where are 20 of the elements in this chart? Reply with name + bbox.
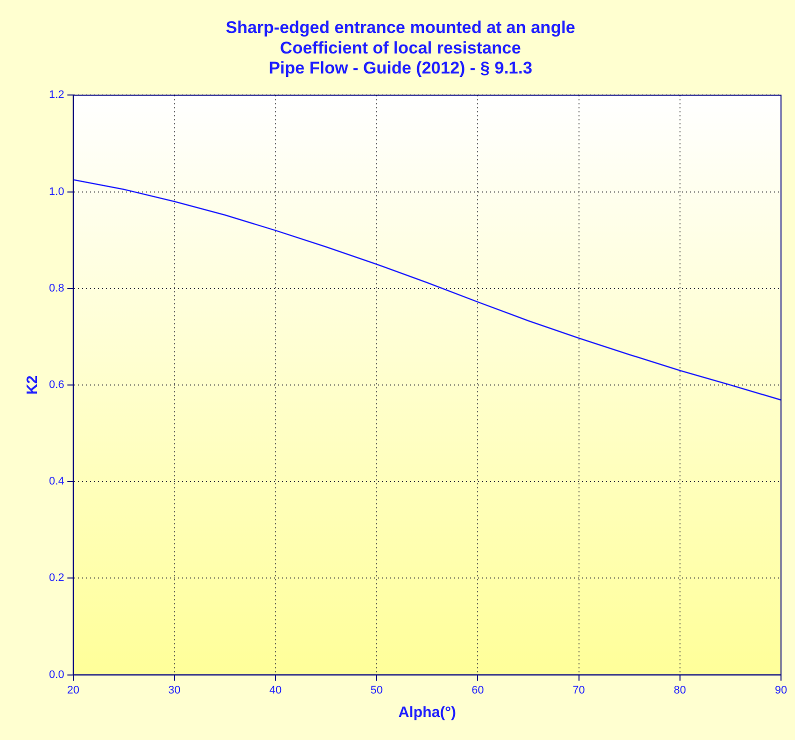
y-tick-label: 1.0 [48,186,64,198]
y-tick-label: 1.2 [48,89,64,102]
y-axis-title: K2 [24,375,42,395]
text: Sharp-edged entrance mounted at an angle [226,18,576,37]
x-tick-label: 90 [774,684,788,696]
y-tick-label: 0.0 [48,668,64,681]
x-tick-label: 40 [269,684,282,696]
x-tick-label: 70 [572,684,585,696]
y-tick-label: 0.2 [48,572,64,584]
x-tick-label: 30 [168,684,181,696]
x-axis-title: Alpha(°) [398,704,456,722]
x-tick-label: 80 [674,684,686,696]
x-tick-label: 20 [67,684,80,696]
y-tick-label: 0.4 [48,476,64,488]
y-tick-label: 0.6 [48,379,64,392]
x-tick-label: 60 [472,684,484,696]
x-tick-label: 50 [370,684,383,696]
y-tick-label: 0.8 [48,282,64,294]
text: Pipe Flow - Guide (2012) - § 9.1.3 [268,58,532,78]
text: Coefficient of local resistance [280,38,521,58]
